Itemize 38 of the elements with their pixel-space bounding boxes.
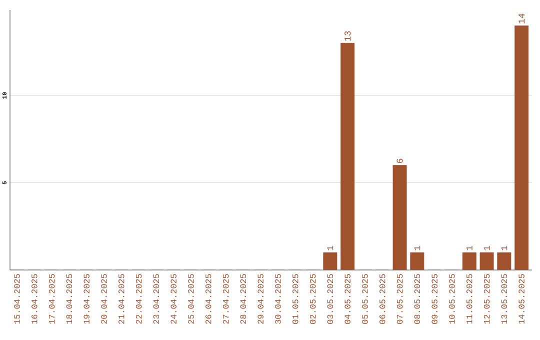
x-tick-label: 02.05.2025 xyxy=(310,274,316,324)
x-tick-label: 12.05.2025 xyxy=(484,274,490,324)
data-label: 1 xyxy=(484,246,490,250)
x-tick-label: 18.04.2025 xyxy=(66,274,72,324)
x-tick-label: 14.05.2025 xyxy=(518,274,524,324)
data-label: 1 xyxy=(327,246,334,250)
x-tick-label: 23.04.2025 xyxy=(153,274,160,324)
x-tick-label: 05.05.2025 xyxy=(362,274,368,324)
x-tick-label: 21.04.2025 xyxy=(118,274,124,324)
x-tick-label: 28.04.2025 xyxy=(240,274,246,324)
data-label: 1 xyxy=(501,246,508,250)
x-tick-label: 13.05.2025 xyxy=(501,274,508,324)
x-tick-label: 24.04.2025 xyxy=(170,274,176,324)
x-tick-label: 01.05.2025 xyxy=(292,274,298,324)
x-tick-label: 03.05.2025 xyxy=(327,274,334,324)
x-tick-label: 22.04.2025 xyxy=(136,274,142,324)
x-tick-label: 30.04.2025 xyxy=(275,274,281,324)
x-tick-label: 27.04.2025 xyxy=(222,274,229,324)
x-tick-label: 29.04.2025 xyxy=(258,274,264,324)
x-tick-label: 17.04.2025 xyxy=(48,274,55,324)
x-tick-label: 09.05.2025 xyxy=(432,274,438,324)
x-tick-label: 04.05.2025 xyxy=(344,274,350,324)
data-label: 6 xyxy=(396,158,403,163)
x-tick-label: 25.04.2025 xyxy=(188,274,194,324)
data-label: 13 xyxy=(344,31,351,41)
data-label: 14 xyxy=(518,14,525,24)
x-tick-label: 06.05.2025 xyxy=(379,274,386,324)
x-tick-label: 10.05.2025 xyxy=(449,274,455,324)
x-tick-label: 11.05.2025 xyxy=(466,274,472,324)
x-tick-label: 08.05.2025 xyxy=(414,274,420,324)
x-tick-label: 19.04.2025 xyxy=(84,274,90,324)
x-tick-label: 20.04.2025 xyxy=(101,274,107,324)
x-tick-label: 15.04.2025 xyxy=(14,274,20,324)
data-label: 1 xyxy=(466,246,472,250)
data-label: 1 xyxy=(414,246,420,250)
x-tick-label: 26.04.2025 xyxy=(206,274,212,324)
x-tick-label: 16.04.2025 xyxy=(32,274,38,324)
x-tick-label: 07.05.2025 xyxy=(396,274,403,324)
